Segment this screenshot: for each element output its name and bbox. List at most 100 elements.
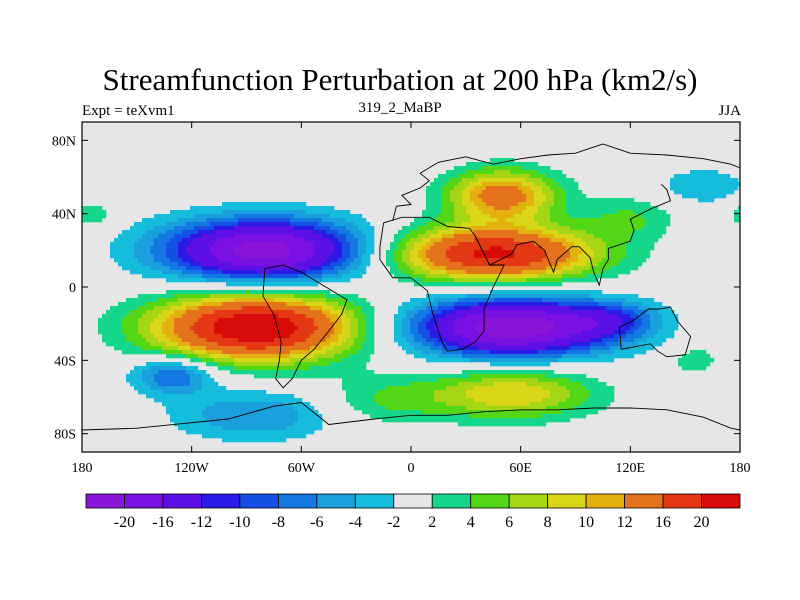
field-cell [118, 338, 123, 343]
field-cell [330, 250, 335, 255]
field-cell [494, 334, 499, 339]
field-cell [318, 226, 323, 231]
field-cell [174, 210, 179, 215]
field-cell [318, 274, 323, 279]
field-cell [282, 394, 287, 399]
field-cell [494, 330, 499, 335]
field-cell [442, 186, 447, 191]
field-cell [182, 210, 187, 215]
field-cell [358, 386, 363, 391]
field-cell [446, 234, 451, 239]
field-cell [122, 262, 127, 267]
field-cell [290, 214, 295, 219]
field-cell [290, 290, 295, 295]
field-cell [262, 322, 267, 327]
field-cell [182, 370, 187, 375]
field-cell [478, 302, 483, 307]
field-cell [150, 390, 155, 395]
field-cell [494, 182, 499, 187]
field-cell [342, 350, 347, 355]
field-cell [338, 358, 343, 363]
field-cell [298, 226, 303, 231]
field-cell [414, 382, 419, 387]
field-cell [182, 378, 187, 383]
field-cell [306, 414, 311, 419]
field-cell [306, 230, 311, 235]
field-cell [370, 246, 375, 251]
field-cell [314, 326, 319, 331]
field-cell [238, 238, 243, 243]
field-cell [294, 410, 299, 415]
field-cell [402, 254, 407, 259]
field-cell [326, 242, 331, 247]
field-cell [242, 418, 247, 423]
field-cell [218, 210, 223, 215]
field-cell [98, 318, 103, 323]
field-cell [238, 242, 243, 247]
field-cell [242, 262, 247, 267]
field-cell [102, 214, 107, 219]
field-cell [330, 246, 335, 251]
field-cell [314, 266, 319, 271]
field-cell [262, 234, 267, 239]
field-cell [186, 230, 191, 235]
field-cell [402, 394, 407, 399]
field-cell [450, 414, 455, 419]
field-cell [250, 338, 255, 343]
field-cell [430, 282, 435, 287]
field-cell [190, 210, 195, 215]
field-cell [226, 246, 231, 251]
field-cell [138, 270, 143, 275]
field-cell [462, 234, 467, 239]
field-cell [522, 166, 527, 171]
field-cell [246, 406, 251, 411]
field-cell [374, 386, 379, 391]
field-cell [242, 222, 247, 227]
field-cell [222, 250, 227, 255]
field-cell [506, 226, 511, 231]
field-cell [434, 298, 439, 303]
field-cell [518, 302, 523, 307]
field-cell [254, 434, 259, 439]
field-cell [310, 410, 315, 415]
field-cell [370, 250, 375, 255]
field-cell [234, 258, 239, 263]
field-cell [162, 334, 167, 339]
field-cell [238, 350, 243, 355]
field-cell [270, 366, 275, 371]
field-cell [322, 238, 327, 243]
field-cell [430, 346, 435, 351]
field-cell [186, 298, 191, 303]
field-cell [442, 330, 447, 335]
field-cell [290, 350, 295, 355]
field-cell [406, 350, 411, 355]
field-cell [410, 242, 415, 247]
field-cell [450, 238, 455, 243]
field-cell [214, 322, 219, 327]
field-cell [498, 166, 503, 171]
field-cell [94, 206, 99, 211]
field-cell [162, 342, 167, 347]
field-cell [422, 386, 427, 391]
field-cell [202, 298, 207, 303]
field-cell [350, 394, 355, 399]
field-cell [314, 354, 319, 359]
field-cell [498, 214, 503, 219]
field-cell [482, 302, 487, 307]
field-cell [450, 234, 455, 239]
field-cell [426, 326, 431, 331]
field-cell [462, 338, 467, 343]
field-cell [474, 250, 479, 255]
field-cell [330, 342, 335, 347]
field-cell [338, 262, 343, 267]
field-cell [234, 422, 239, 427]
field-cell [146, 386, 151, 391]
field-cell [102, 314, 107, 319]
field-cell [506, 186, 511, 191]
field-cell [354, 370, 359, 375]
field-cell [482, 258, 487, 263]
field-cell [166, 310, 171, 315]
field-cell [246, 326, 251, 331]
field-cell [270, 238, 275, 243]
field-cell [282, 414, 287, 419]
